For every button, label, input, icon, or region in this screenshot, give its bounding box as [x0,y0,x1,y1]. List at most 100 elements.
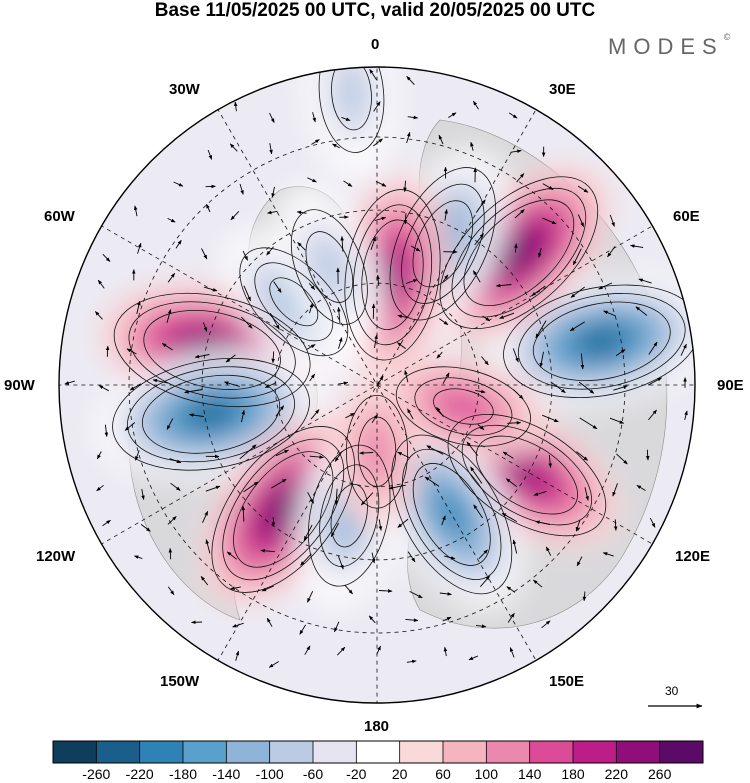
lon-label-30w: 30W [169,81,200,98]
wind-arrow [376,274,380,286]
wind-arrow [345,412,355,419]
wind-arrow [239,444,257,460]
latitude-circle [128,136,626,634]
wind-arrow [137,242,142,254]
contour-line [395,366,531,447]
wind-arrow [310,409,320,420]
wind-arrow [102,253,111,262]
lon-label-30e: 30E [549,81,576,98]
wind-arrow [474,233,484,246]
contour-line [211,426,355,593]
wind-arrow [344,584,353,595]
wind-arrow [388,484,406,490]
contour-line [439,176,599,330]
anomaly-level [309,237,350,297]
wind-arrow [167,272,176,283]
contour-line [143,309,281,390]
wind-arrow [191,620,203,625]
wind-arrow [201,248,208,260]
wind-arrow [97,279,105,289]
colorbar-frame [52,740,704,764]
wind-arrow [578,381,595,394]
wind-arrow [499,312,515,319]
wind-arrow [397,518,409,528]
colorbar-tick-label: 140 [518,766,542,782]
wind-arrow [514,209,525,219]
colorbar-swatch [356,741,400,763]
latitude-circle [274,282,480,488]
wind-arrow [426,445,444,455]
wind-arrow [269,143,273,155]
colorbar-tick-label: -100 [255,766,284,782]
lon-label-90e: 90E [717,377,744,394]
wind-arrow [439,592,452,596]
wind-arrow [475,389,486,394]
colorbar-tick-label: 20 [391,766,408,782]
wind-arrow [570,286,585,298]
wind-arrow [242,250,249,261]
wind-arrow [478,549,488,560]
lon-label-150e: 150E [549,673,585,690]
contour-line [361,219,424,331]
wind-arrow [645,449,650,461]
wind-arrow [170,482,181,491]
wind-arrow [232,622,244,628]
wind-vector-layer [64,69,688,668]
wind-arrow [202,510,209,523]
wind-arrow [542,414,559,423]
colorbar-tick-label: 180 [561,766,585,782]
colorbar-swatch [399,741,444,763]
wind-arrow [360,492,374,506]
colorbar-swatch [269,741,314,763]
wind-arrow [539,351,544,368]
wind-arrow [376,375,384,387]
wind-arrow [200,575,209,586]
wind-arrow [223,381,240,387]
colorbar-tick-label: -140 [212,766,241,782]
wind-arrow [308,283,316,290]
wind-arrow [602,552,614,557]
lon-label-120w: 120W [36,548,76,565]
colorbar-swatch [443,741,487,763]
wind-arrow [230,586,241,590]
wind-arrow [407,551,416,563]
wind-arrow [535,520,551,525]
wind-arrow [409,590,423,599]
anomaly-level [438,392,488,422]
wind-arrow [575,519,581,532]
wind-arrow [376,645,381,655]
contour-line [412,463,491,566]
wind-arrow [359,451,374,455]
contour-line [345,394,409,509]
lon-label-150w: 150W [160,673,200,690]
wind-arrow [550,381,566,394]
wind-arrow [266,617,273,627]
wind-arrow [330,522,339,538]
wind-arrow [167,217,176,223]
contour-line [433,388,494,425]
anomaly-level [381,255,404,295]
contour-line [389,167,497,321]
wind-arrow [338,381,349,386]
wind-arrow [516,173,525,183]
wind-arrow [184,389,203,394]
wind-arrow [424,476,440,487]
wind-arrow [572,248,582,266]
contour-line [352,204,433,346]
wind-arrow [140,524,151,532]
wind-arrow [94,311,103,320]
colorbar-tick-label: 100 [474,766,498,782]
wind-arrow [202,322,208,332]
wind-arrow [470,141,474,151]
contour-line [503,284,695,399]
lon-label-0: 0 [371,36,380,53]
wind-arrow [649,517,656,528]
wind-arrow [173,181,184,187]
wind-arrow [271,478,287,489]
colorbar-swatch [96,741,140,763]
wind-arrow [205,203,211,213]
wind-arrow [373,334,378,349]
lon-label-120e: 120E [675,548,711,565]
wind-arrow [443,646,448,657]
wind-arrow [378,589,393,593]
